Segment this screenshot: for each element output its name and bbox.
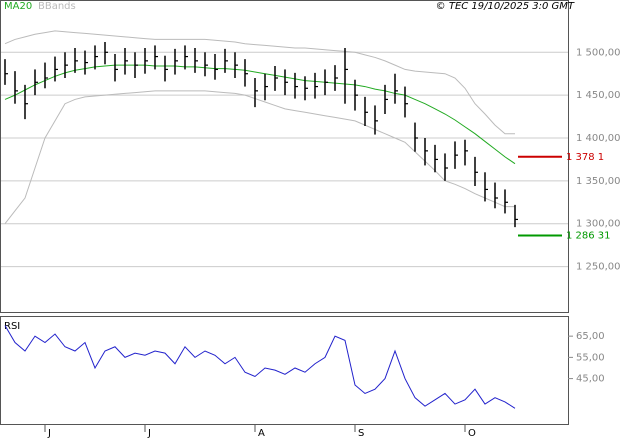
rsi-tick-label: 65,00 — [576, 331, 605, 342]
y-tick-label: 1 400,00 — [576, 133, 621, 144]
x-tick-label: O — [468, 428, 476, 439]
y-tick-label: 1 500,00 — [576, 47, 621, 58]
level-label: 1 378 1 — [566, 152, 604, 163]
y-tick-label: 1 450,00 — [576, 90, 621, 101]
y-tick-label: 1 250,00 — [576, 262, 621, 273]
legend-bbands: BBands — [38, 1, 76, 12]
rsi-panel — [0, 316, 569, 425]
level-label: 1 286 31 — [566, 230, 611, 241]
ma20-line — [4, 64, 516, 165]
rsi-line — [4, 325, 516, 409]
source: © TEC 19/10/2025 3:0 GMT — [436, 1, 575, 12]
bband-lower — [4, 90, 515, 225]
price-panel — [0, 0, 569, 313]
x-tick-label: S — [358, 428, 364, 439]
legend-ma: MA20 — [4, 1, 32, 12]
bband-upper — [4, 30, 515, 135]
rsi-tick-label: 45,00 — [576, 374, 605, 385]
x-tick-label: J — [147, 428, 151, 439]
x-tick-label: J — [47, 428, 51, 439]
y-tick-label: 1 350,00 — [576, 176, 621, 187]
x-tick-label: A — [258, 428, 265, 439]
rsi-title: RSI — [4, 321, 20, 332]
y-tick-label: 1 300,00 — [576, 219, 621, 230]
rsi-tick-label: 55,00 — [576, 352, 605, 363]
